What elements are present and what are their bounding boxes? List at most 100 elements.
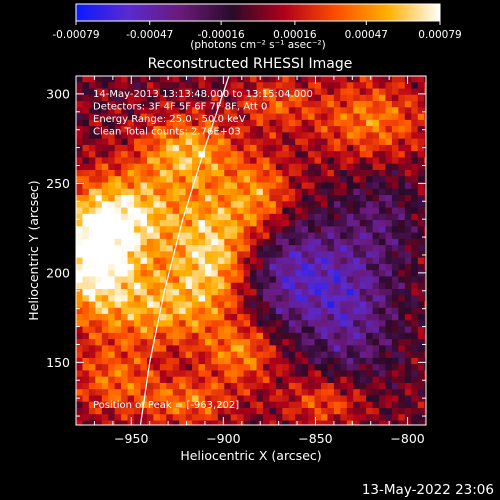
heatmap-cell	[327, 401, 335, 409]
heatmap-cell	[95, 151, 103, 159]
heatmap-cell	[398, 389, 406, 397]
heatmap-cell	[379, 364, 387, 372]
heatmap-cell	[308, 232, 316, 240]
heatmap-cell	[185, 282, 193, 290]
heatmap-cell	[269, 182, 277, 190]
heatmap-cell	[346, 301, 354, 309]
heatmap-cell	[198, 288, 206, 296]
heatmap-cell	[379, 213, 387, 221]
heatmap-cell	[127, 188, 135, 196]
heatmap-cell	[76, 220, 84, 227]
heatmap-cell	[198, 401, 206, 409]
heatmap-cell	[204, 157, 212, 165]
heatmap-cell	[424, 207, 426, 215]
heatmap-cell	[224, 220, 232, 227]
colorbar-tick-label: -0.00079	[52, 29, 99, 41]
heatmap-cell	[114, 101, 122, 108]
heatmap-cell	[391, 326, 399, 334]
heatmap-cell	[172, 82, 180, 90]
heatmap-cell	[237, 94, 245, 102]
heatmap-cell	[391, 132, 399, 140]
heatmap-cell	[127, 263, 135, 271]
heatmap-cell	[262, 357, 271, 365]
heatmap-cell	[327, 182, 335, 190]
heatmap-cell	[172, 157, 180, 165]
heatmap-cell	[314, 201, 322, 209]
heatmap-cell	[431, 89, 438, 96]
heatmap-cell	[346, 113, 354, 121]
heatmap-cell	[379, 257, 387, 265]
heatmap-cell	[114, 207, 122, 215]
heatmap-cell	[224, 370, 232, 378]
heatmap-cell	[146, 414, 154, 422]
heatmap-cell	[230, 364, 238, 372]
heatmap-cell	[192, 126, 200, 133]
heatmap-cell	[250, 119, 258, 127]
heatmap-cell	[282, 238, 290, 246]
heatmap-cell	[385, 82, 393, 90]
heatmap-cell	[121, 357, 129, 365]
heatmap-cell	[321, 245, 329, 252]
heatmap-cell	[114, 339, 122, 346]
heatmap-cell	[211, 314, 219, 321]
heatmap-cell	[346, 414, 354, 422]
heatmap-cell	[243, 314, 251, 321]
heatmap-cell	[424, 232, 426, 240]
heatmap-cell	[346, 320, 354, 328]
heatmap-cell	[192, 345, 200, 353]
heatmap-cell	[417, 245, 425, 252]
heatmap-cell	[230, 201, 238, 209]
heatmap-cell	[250, 320, 258, 328]
heatmap-cell	[166, 370, 174, 378]
heatmap-cell	[172, 232, 180, 240]
heatmap-cell	[333, 195, 341, 202]
colorbar-units: (photons cm⁻² s⁻¹ asec⁻²)	[190, 39, 325, 51]
heatmap-cell	[82, 132, 90, 140]
heatmap-cell	[340, 407, 348, 415]
heatmap-cell	[301, 382, 309, 390]
heatmap-cell	[366, 94, 374, 102]
heatmap-cell	[82, 301, 90, 309]
heatmap-cell	[127, 132, 135, 140]
heatmap-cell	[198, 389, 206, 397]
heatmap-cell	[417, 376, 425, 384]
heatmap-cell	[243, 382, 251, 390]
heatmap-cell	[198, 407, 206, 415]
heatmap-cell	[82, 213, 90, 221]
heatmap-cell	[76, 382, 84, 390]
heatmap-cell	[333, 307, 341, 315]
heatmap-cell	[275, 163, 283, 171]
heatmap-cell	[391, 188, 399, 196]
heatmap-cell	[114, 395, 122, 403]
heatmap-cell	[327, 270, 335, 278]
heatmap-cell	[114, 295, 122, 303]
heatmap-cell	[301, 163, 309, 171]
heatmap-cell	[333, 301, 341, 309]
heatmap-cell	[217, 195, 225, 202]
heatmap-cell	[108, 420, 116, 425]
heatmap-cell	[250, 144, 258, 152]
heatmap-cell	[301, 301, 309, 309]
heatmap-cell	[314, 263, 322, 271]
heatmap-cell	[256, 307, 264, 315]
heatmap-cell	[243, 138, 251, 146]
heatmap-cell	[424, 382, 426, 390]
heatmap-cell	[346, 119, 354, 127]
heatmap-cell	[398, 401, 406, 409]
heatmap-cell	[333, 126, 341, 133]
heatmap-cell	[431, 157, 438, 164]
heatmap-cell	[140, 188, 148, 196]
heatmap-cell	[275, 207, 283, 215]
heatmap-cell	[140, 88, 148, 96]
heatmap-cell	[108, 314, 116, 321]
heatmap-cell	[121, 101, 129, 108]
heatmap-cell	[308, 163, 316, 171]
heatmap-cell	[230, 188, 238, 196]
heatmap-cell	[204, 414, 212, 422]
heatmap-cell	[417, 101, 425, 108]
heatmap-cell	[301, 82, 309, 90]
heatmap-cell	[101, 101, 109, 108]
heatmap-cell	[372, 176, 380, 184]
heatmap-cell	[230, 144, 238, 152]
heatmap-cell	[288, 382, 296, 390]
